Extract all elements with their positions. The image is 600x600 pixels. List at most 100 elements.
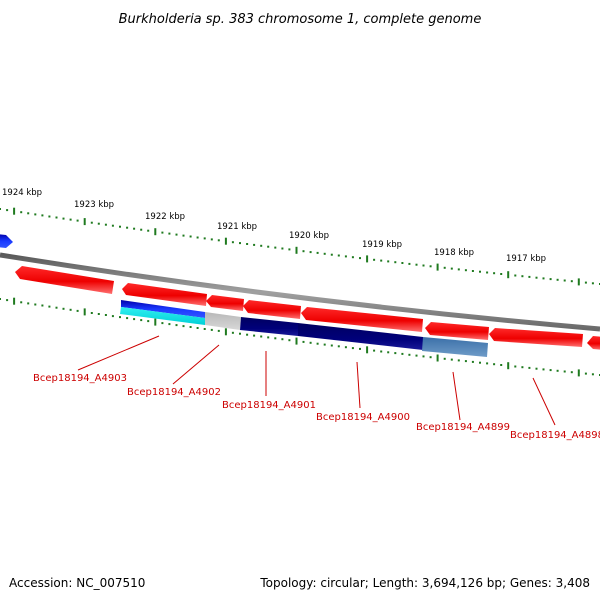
- minor-tick: [500, 273, 503, 275]
- reverse-gene-A4903-cyan[interactable]: [120, 307, 205, 325]
- forward-gene[interactable]: [206, 295, 244, 311]
- minor-tick: [570, 371, 573, 374]
- minor-tick: [260, 335, 263, 338]
- minor-tick: [542, 368, 545, 371]
- minor-tick: [27, 302, 30, 305]
- gene-label-A4899[interactable]: Bcep18194_A4899: [416, 422, 510, 433]
- minor-tick: [119, 225, 121, 228]
- minor-tick: [0, 208, 1, 210]
- minor-tick: [41, 214, 44, 217]
- major-tick: [83, 218, 86, 226]
- reverse-gene-A4899[interactable]: [422, 337, 488, 357]
- minor-tick: [62, 217, 65, 220]
- gene-label-A4902[interactable]: Bcep18194_A4902: [127, 387, 221, 398]
- minor-tick: [380, 259, 383, 262]
- minor-tick: [90, 221, 93, 224]
- minor-tick: [387, 260, 390, 263]
- forward-gene[interactable]: [301, 307, 423, 332]
- minor-tick: [394, 352, 397, 355]
- reverse-gene-A4901[interactable]: [240, 317, 298, 336]
- minor-tick: [196, 327, 199, 329]
- minor-tick: [549, 278, 552, 281]
- outer-tick-track: [0, 207, 600, 286]
- minor-tick: [591, 373, 594, 376]
- minor-tick: [493, 363, 496, 366]
- minor-tick: [48, 305, 51, 308]
- minor-tick: [161, 322, 164, 325]
- minor-tick: [323, 252, 326, 255]
- minor-tick: [119, 316, 121, 319]
- leader-line-A4900: [356, 361, 361, 409]
- leader-line-A4903: [77, 335, 160, 371]
- minor-tick: [422, 264, 425, 267]
- minor-tick: [203, 237, 206, 240]
- minor-tick: [55, 306, 58, 309]
- minor-tick: [521, 275, 524, 278]
- minor-tick: [41, 304, 44, 307]
- major-tick: [366, 346, 369, 354]
- reverse-gene-A4900[interactable]: [298, 323, 423, 350]
- edge-feature-left[interactable]: [0, 234, 13, 248]
- minor-tick: [316, 251, 319, 254]
- tick-label-1922: 1922 kbp: [145, 212, 185, 222]
- minor-tick: [528, 366, 531, 369]
- minor-tick: [591, 282, 594, 285]
- minor-tick: [182, 234, 185, 237]
- minor-tick: [126, 317, 129, 320]
- minor-tick: [337, 345, 340, 348]
- minor-tick: [147, 320, 150, 323]
- minor-tick: [584, 372, 587, 375]
- forward-gene[interactable]: [425, 322, 489, 340]
- minor-tick: [281, 247, 284, 250]
- minor-tick: [493, 272, 496, 275]
- minor-tick: [408, 262, 411, 265]
- forward-gene[interactable]: [489, 328, 583, 347]
- minor-tick: [133, 318, 136, 321]
- leader-line-A4902: [172, 344, 220, 385]
- minor-tick: [584, 281, 587, 284]
- major-tick: [224, 237, 227, 245]
- minor-tick: [168, 232, 171, 235]
- minor-tick: [196, 236, 199, 239]
- forward-gene[interactable]: [587, 336, 600, 350]
- minor-tick: [239, 242, 241, 245]
- gene-label-A4903[interactable]: Bcep18194_A4903: [33, 373, 127, 384]
- minor-tick: [274, 246, 277, 249]
- minor-tick: [450, 267, 453, 270]
- gene-label-A4900[interactable]: Bcep18194_A4900: [316, 412, 410, 423]
- minor-tick: [563, 279, 566, 282]
- minor-tick: [337, 254, 340, 257]
- minor-tick: [309, 251, 312, 254]
- minor-tick: [359, 347, 361, 350]
- minor-tick: [231, 331, 234, 334]
- minor-tick: [309, 341, 312, 344]
- chromosome-backbone: [0, 252, 600, 332]
- minor-tick: [302, 340, 305, 343]
- major-tick: [366, 255, 369, 263]
- minor-tick: [69, 218, 72, 221]
- minor-tick: [20, 301, 23, 304]
- gene-label-A4898[interactable]: Bcep18194_A4898: [510, 430, 600, 441]
- minor-tick: [479, 361, 481, 364]
- reverse-gene-A4903-blue[interactable]: [121, 300, 205, 318]
- minor-tick: [281, 338, 284, 341]
- gene-label-A4901[interactable]: Bcep18194_A4901: [222, 400, 316, 411]
- forward-gene[interactable]: [122, 283, 207, 306]
- minor-tick: [126, 226, 129, 229]
- minor-tick: [76, 309, 79, 312]
- minor-tick: [464, 269, 467, 272]
- reverse-gene-A4902[interactable]: [205, 312, 241, 330]
- gene-leader-lines: [77, 335, 556, 426]
- minor-tick: [48, 215, 51, 218]
- minor-tick: [443, 266, 446, 269]
- forward-gene[interactable]: [243, 300, 301, 319]
- minor-tick: [203, 328, 206, 330]
- reverse-strand-genes: [120, 300, 488, 357]
- minor-tick: [359, 257, 361, 260]
- major-tick: [295, 337, 298, 345]
- minor-tick: [457, 268, 460, 271]
- minor-tick: [210, 238, 213, 241]
- forward-gene[interactable]: [15, 266, 114, 294]
- minor-tick: [217, 239, 220, 242]
- minor-tick: [161, 231, 164, 234]
